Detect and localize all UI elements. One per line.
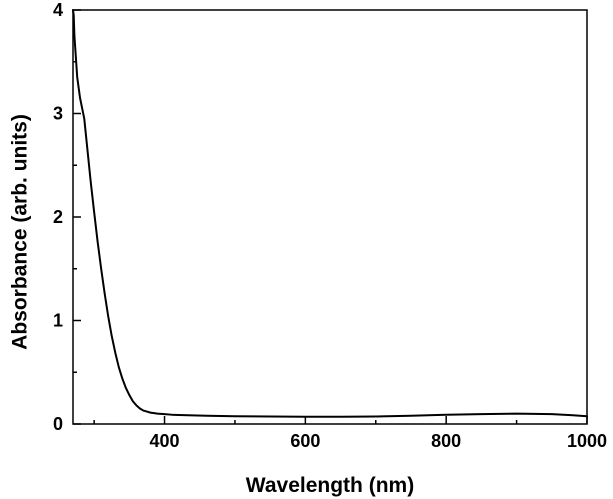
tick-labels: 400 600 800 1000 0 1 2 3 4 [53, 0, 607, 451]
y-tick-label: 1 [53, 311, 63, 331]
series-layer [72, 9, 588, 418]
y-tick-label: 0 [53, 414, 63, 434]
x-tick-label: 1000 [567, 431, 607, 451]
plot-frame [72, 9, 588, 425]
axis-ticks [73, 9, 588, 425]
y-tick-label: 3 [53, 104, 63, 124]
x-axis-title: Wavelength (nm) [246, 474, 414, 497]
y-tick-label: 4 [53, 0, 63, 20]
x-tick-label: 600 [290, 431, 320, 451]
x-tick-label: 400 [150, 431, 180, 451]
y-axis-title-group: Absorbance (arb. units) [9, 114, 32, 350]
y-tick-label: 2 [53, 207, 63, 227]
absorbance-series-line [72, 9, 588, 418]
x-tick-label: 800 [431, 431, 461, 451]
y-axis-title: Absorbance (arb. units) [9, 114, 32, 350]
